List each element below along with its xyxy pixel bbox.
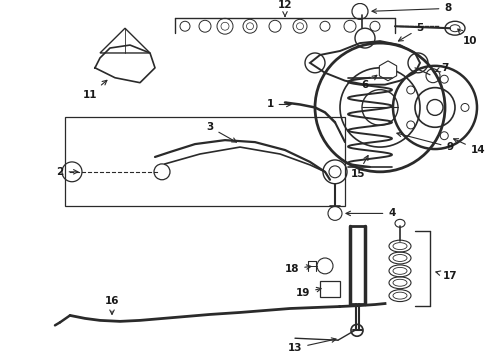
Text: 7: 7 [436, 63, 449, 73]
Text: 8: 8 [372, 3, 452, 13]
Text: 11: 11 [83, 80, 107, 100]
Text: 15: 15 [351, 156, 368, 179]
Text: 19: 19 [296, 287, 321, 298]
Text: 17: 17 [436, 271, 457, 281]
Bar [320, 281, 340, 297]
Text: 6: 6 [362, 75, 377, 90]
Circle shape [317, 258, 333, 274]
Circle shape [380, 63, 396, 79]
Text: 9: 9 [397, 132, 454, 152]
Text: 10: 10 [458, 29, 477, 46]
Text: 4: 4 [346, 208, 396, 219]
Text: 3: 3 [206, 122, 237, 142]
Text: 1: 1 [267, 99, 291, 109]
Text: 2: 2 [56, 167, 78, 177]
Text: 16: 16 [105, 296, 119, 314]
Text: 18: 18 [285, 264, 311, 274]
Circle shape [325, 284, 335, 294]
Text: 14: 14 [454, 139, 485, 155]
Text: 12: 12 [278, 0, 292, 16]
Bar [65, 117, 345, 207]
Text: 5: 5 [398, 23, 424, 41]
Text: 13: 13 [288, 338, 336, 353]
